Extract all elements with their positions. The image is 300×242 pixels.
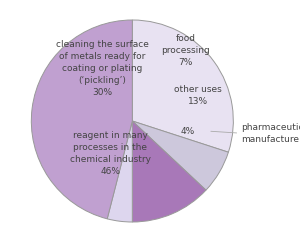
Text: cleaning the surface
of metals ready for
coating or plating
(‘pickling’)
30%: cleaning the surface of metals ready for… [56,40,148,97]
Wedge shape [31,20,132,219]
Wedge shape [132,121,228,190]
Text: pharmaceutical
manufacture: pharmaceutical manufacture [242,123,300,144]
Wedge shape [132,20,233,152]
Wedge shape [132,121,206,222]
Wedge shape [107,121,132,222]
Text: food
processing
7%: food processing 7% [161,34,210,67]
Text: 4%: 4% [181,127,195,136]
Text: other uses
13%: other uses 13% [174,85,222,106]
Text: reagent in many
processes in the
chemical industry
46%: reagent in many processes in the chemica… [70,131,151,175]
